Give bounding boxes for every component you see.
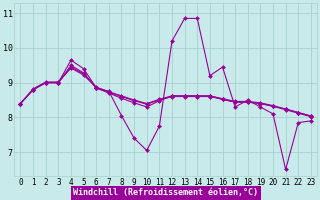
X-axis label: Windchill (Refroidissement éolien,°C): Windchill (Refroidissement éolien,°C)	[73, 188, 258, 197]
